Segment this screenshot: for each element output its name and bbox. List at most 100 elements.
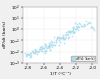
Point bbox=[25, 55, 27, 57]
Point bbox=[53, 41, 55, 42]
Legend: dP/dt (bar/s): dP/dt (bar/s) bbox=[71, 56, 95, 61]
Point bbox=[50, 44, 51, 46]
Point bbox=[38, 50, 40, 51]
Point bbox=[43, 51, 45, 52]
Point bbox=[65, 37, 66, 38]
Point bbox=[32, 51, 34, 52]
Point bbox=[72, 28, 74, 29]
Point bbox=[78, 29, 79, 30]
Point bbox=[33, 52, 35, 54]
Point bbox=[56, 37, 58, 38]
Point bbox=[29, 56, 31, 57]
Point bbox=[48, 45, 50, 46]
Point bbox=[61, 36, 62, 38]
Point bbox=[63, 38, 64, 40]
Point bbox=[66, 33, 68, 35]
Point bbox=[48, 48, 49, 49]
Point bbox=[60, 38, 62, 39]
Point bbox=[87, 23, 89, 24]
Point bbox=[53, 36, 55, 37]
Point bbox=[70, 31, 71, 33]
Point bbox=[73, 26, 74, 28]
Point bbox=[90, 26, 91, 27]
Point bbox=[43, 47, 45, 49]
Point bbox=[36, 53, 38, 55]
Point bbox=[92, 27, 93, 28]
Point bbox=[56, 42, 57, 43]
Point bbox=[89, 23, 90, 24]
Point bbox=[55, 42, 56, 43]
Point bbox=[67, 34, 69, 35]
Point bbox=[35, 50, 37, 52]
Point bbox=[34, 50, 36, 51]
Point bbox=[65, 31, 67, 33]
Point bbox=[34, 51, 35, 53]
Point bbox=[32, 50, 34, 51]
X-axis label: 1/T (°C⁻¹): 1/T (°C⁻¹) bbox=[50, 71, 70, 76]
Point bbox=[58, 36, 60, 38]
Point bbox=[26, 54, 28, 55]
Point bbox=[91, 26, 92, 28]
Point bbox=[67, 31, 69, 32]
Point bbox=[50, 40, 52, 41]
Point bbox=[54, 44, 56, 45]
Point bbox=[69, 31, 71, 33]
Point bbox=[51, 44, 53, 45]
Point bbox=[53, 44, 55, 46]
Point bbox=[41, 47, 42, 49]
Point bbox=[71, 30, 72, 31]
Point bbox=[65, 33, 67, 34]
Point bbox=[72, 33, 74, 34]
Point bbox=[30, 52, 32, 54]
Point bbox=[82, 26, 84, 27]
Point bbox=[43, 47, 44, 48]
Point bbox=[81, 26, 83, 27]
Point bbox=[25, 55, 27, 56]
Point bbox=[58, 45, 60, 46]
Point bbox=[92, 28, 94, 29]
Point bbox=[41, 47, 42, 48]
Point bbox=[37, 52, 39, 53]
Point bbox=[30, 55, 32, 56]
Point bbox=[44, 43, 45, 45]
Y-axis label: dP/dt (bar/s): dP/dt (bar/s) bbox=[4, 21, 8, 48]
Point bbox=[76, 26, 77, 27]
Point bbox=[44, 50, 46, 51]
Point bbox=[47, 46, 48, 47]
Point bbox=[36, 51, 37, 52]
Point bbox=[35, 52, 36, 53]
Point bbox=[24, 52, 26, 53]
Point bbox=[73, 32, 75, 33]
Point bbox=[73, 31, 75, 33]
Point bbox=[79, 23, 81, 25]
Point bbox=[44, 46, 46, 47]
Point bbox=[60, 37, 61, 39]
Point bbox=[40, 49, 42, 51]
Point bbox=[73, 31, 74, 33]
Point bbox=[59, 41, 61, 43]
Point bbox=[85, 21, 87, 22]
Point bbox=[84, 24, 86, 26]
Point bbox=[64, 34, 66, 36]
Point bbox=[45, 49, 47, 50]
Point bbox=[31, 51, 33, 52]
Point bbox=[56, 39, 58, 40]
Point bbox=[77, 28, 78, 29]
Point bbox=[83, 25, 84, 26]
Point bbox=[49, 45, 51, 46]
Point bbox=[29, 53, 30, 54]
Point bbox=[86, 23, 88, 24]
Point bbox=[71, 31, 72, 32]
Point bbox=[39, 49, 41, 50]
Point bbox=[68, 30, 70, 31]
Point bbox=[76, 23, 78, 25]
Point bbox=[58, 38, 60, 39]
Point bbox=[57, 38, 58, 39]
Point bbox=[64, 38, 65, 39]
Point bbox=[49, 42, 50, 43]
Point bbox=[72, 30, 74, 32]
Point bbox=[44, 44, 46, 45]
Point bbox=[48, 46, 49, 48]
Point bbox=[48, 45, 50, 46]
Point bbox=[48, 47, 49, 48]
